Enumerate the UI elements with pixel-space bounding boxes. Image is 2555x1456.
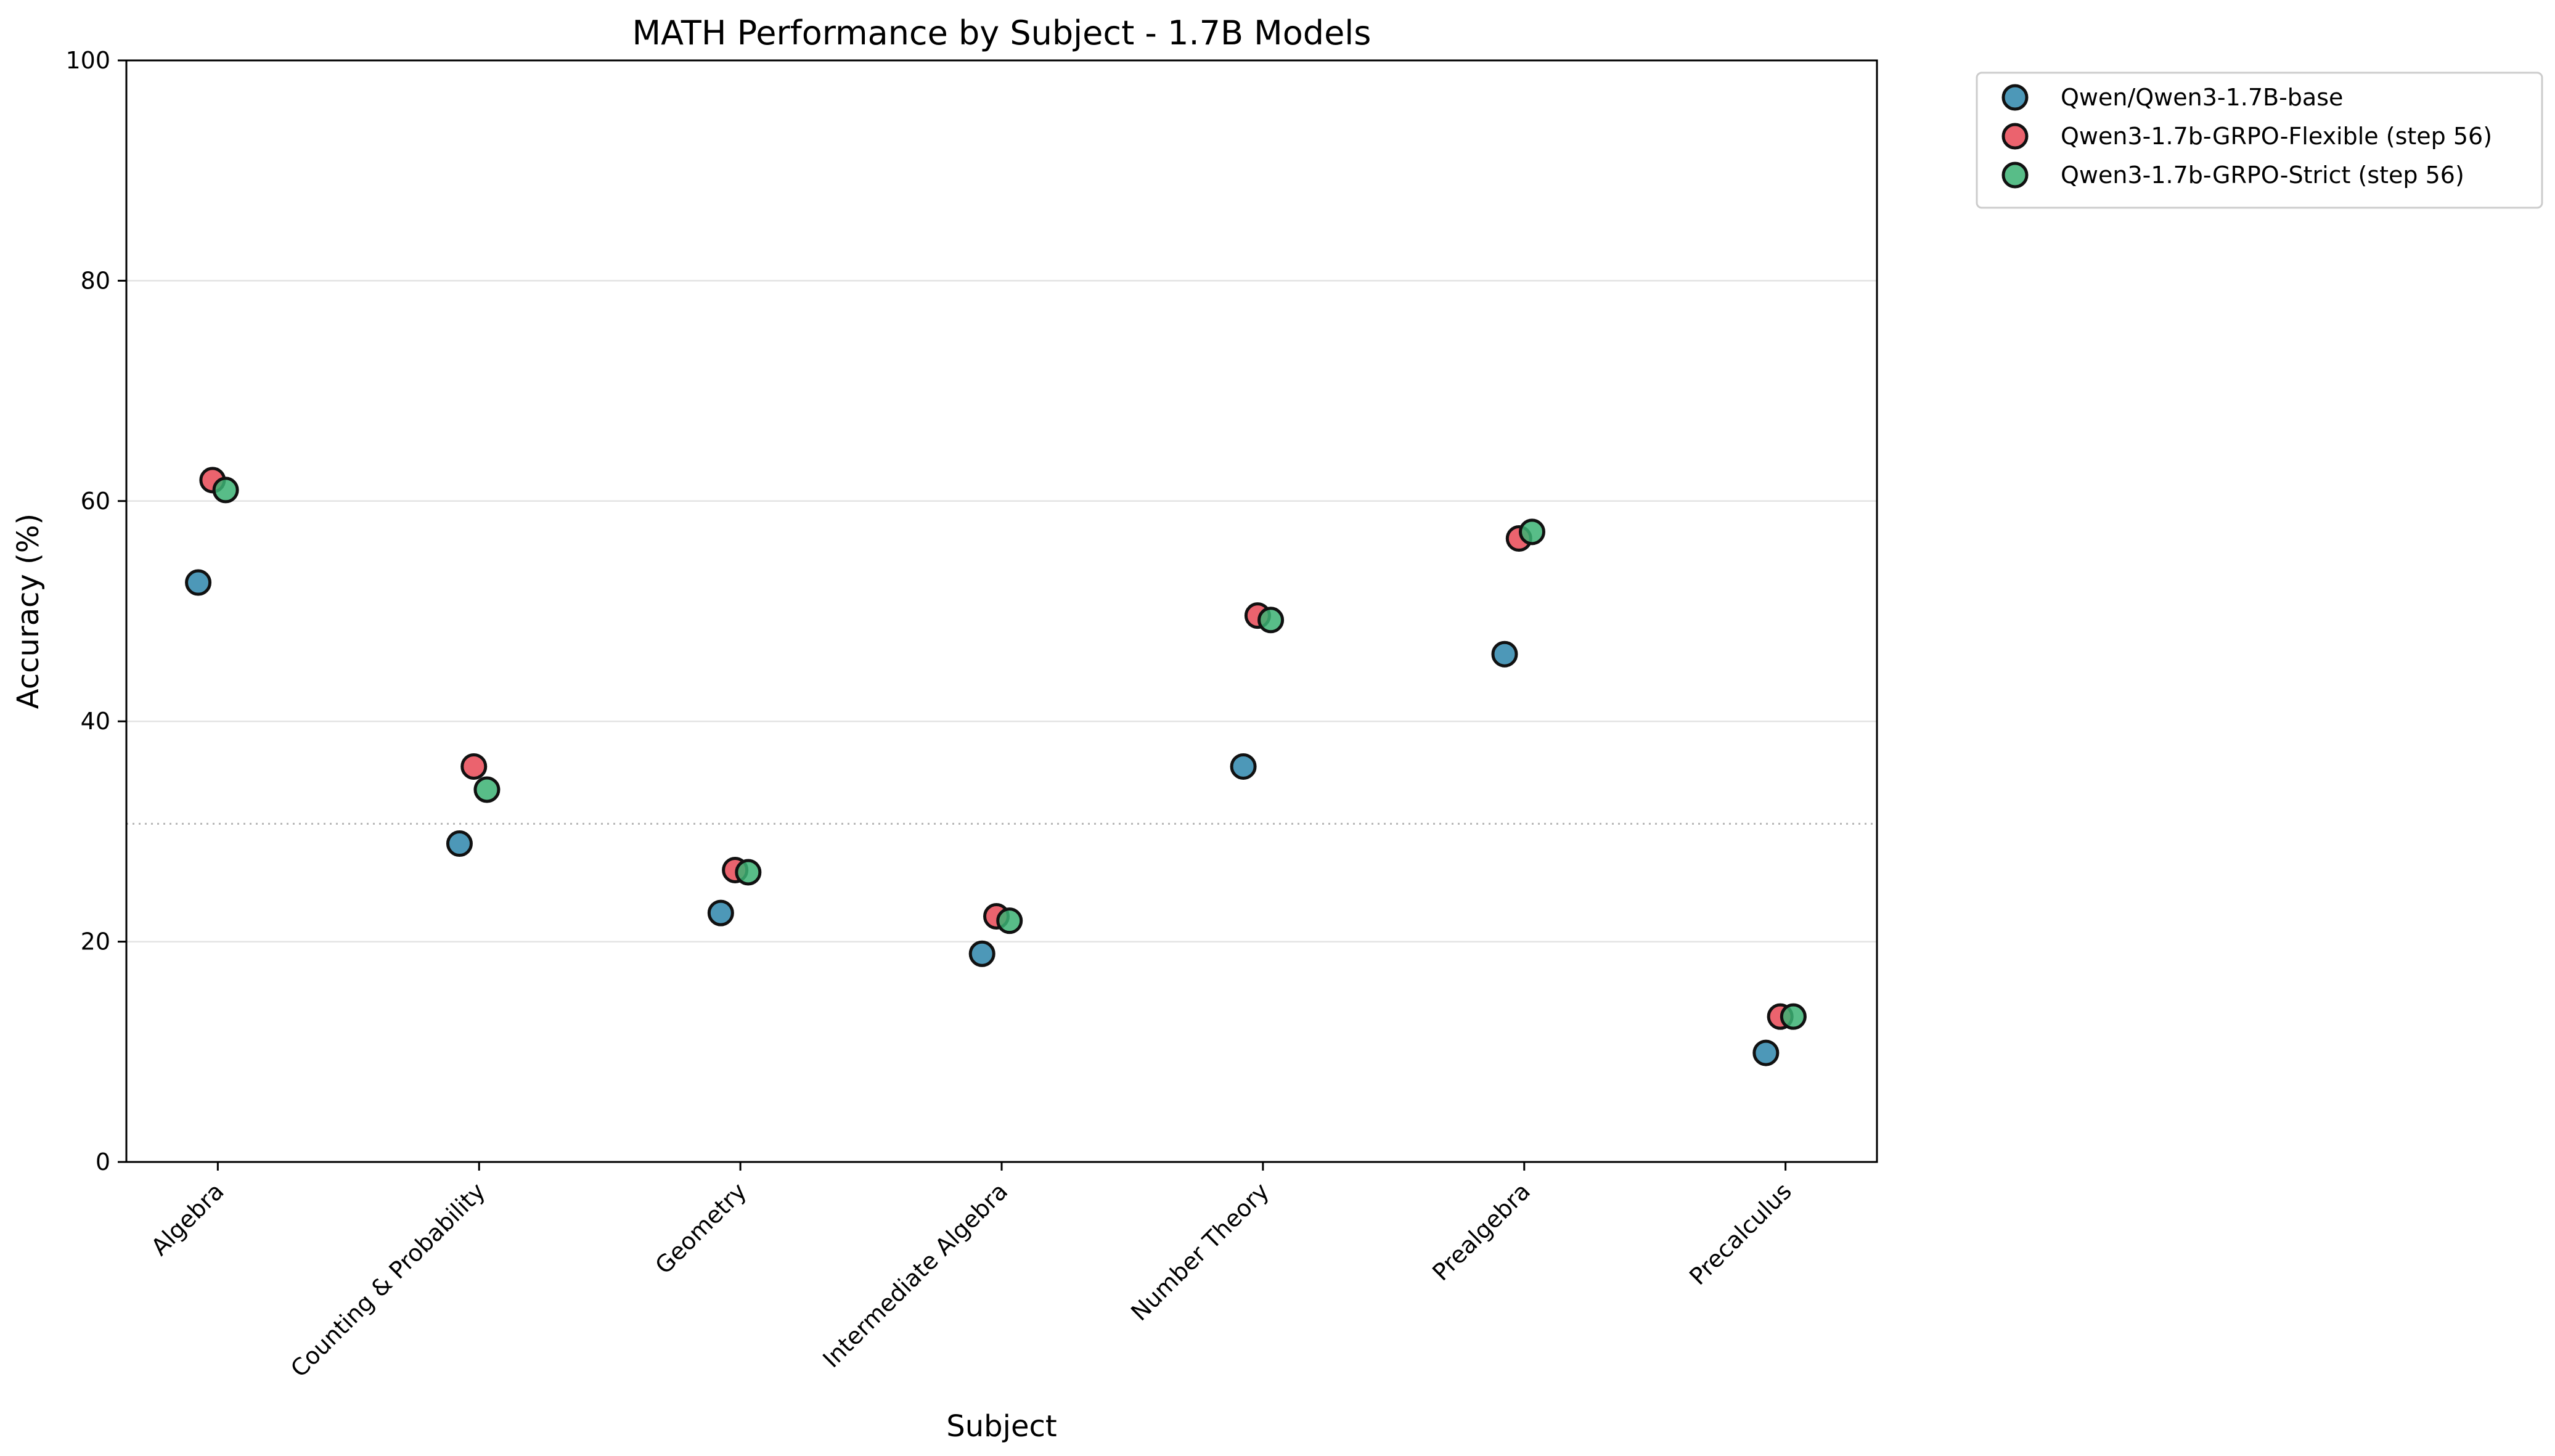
legend-box [1976,72,2543,209]
legend-items: Qwen/Qwen3-1.7B-base Qwen3-1.7b-GRPO-Flex… [2001,84,2492,189]
legend-label: Qwen3-1.7b-GRPO-Flexible (step 56) [2061,123,2492,150]
data-point [473,776,501,803]
y-axis-label: Accuracy (%) [11,513,46,709]
x-tick-label: Algebra [146,1177,229,1261]
data-point [1752,1039,1780,1066]
legend-label: Qwen3-1.7b-GRPO-Strict (step 56) [2061,162,2464,189]
x-tick-label: Prealgebra [1427,1177,1535,1286]
legend: Qwen/Qwen3-1.7B-base Qwen3-1.7b-GRPO-Flex… [1976,72,2543,209]
legend-marker [2001,123,2029,150]
x-tick-label: Geometry [650,1177,751,1279]
x-tick-label: Counting & Probability [285,1177,491,1383]
y-tick-label: 40 [81,708,110,735]
legend-label: Qwen/Qwen3-1.7B-base [2061,84,2343,111]
y-tick-label: 100 [65,47,110,74]
x-tick-label: Precalculus [1684,1177,1797,1290]
grid-layer [126,280,1877,943]
data-point [212,476,239,504]
y-tick-label: 20 [81,928,110,955]
x-tick-label: Intermediate Algebra [817,1177,1013,1373]
plot-area [125,59,1878,1163]
data-point [1518,518,1545,546]
data-points [185,467,1807,1066]
y-axis: 0 20 40 60 80 100 [65,47,126,1176]
x-axis-label: Subject [946,1409,1057,1444]
data-point [707,899,734,926]
legend-marker [2001,162,2029,189]
legend-marker [2001,84,2029,111]
data-point [735,859,762,886]
data-point [446,830,473,857]
data-point [1230,753,1257,780]
data-point [968,940,995,967]
chart-title: MATH Performance by Subject - 1.7B Model… [632,14,1372,52]
x-tick-label: Number Theory [1126,1177,1274,1326]
y-tick-label: 0 [96,1148,110,1176]
data-point [1491,640,1518,668]
y-tick-label: 80 [81,267,110,294]
x-axis: Algebra Counting & Probability Geometry Int… [146,1162,1797,1383]
data-point [1780,1003,1807,1030]
y-tick-label: 60 [81,488,110,515]
data-point [996,907,1023,935]
data-point [185,569,212,596]
data-point [460,753,488,780]
data-point [1257,607,1285,634]
